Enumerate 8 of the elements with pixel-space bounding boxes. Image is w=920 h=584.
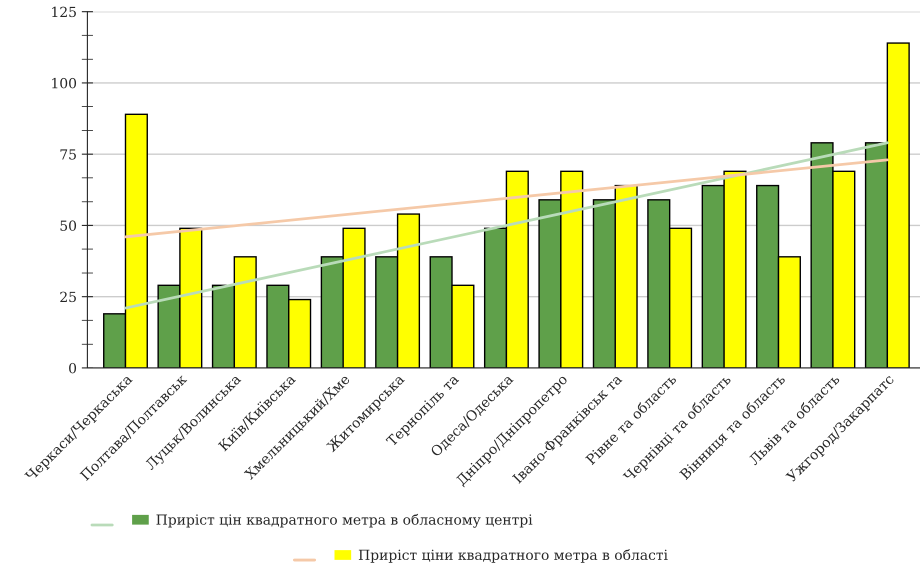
legend-label: Приріст ціни квадратного метра в області xyxy=(358,549,668,563)
y-tick-label: 125 xyxy=(52,6,76,18)
y-tick-label: 50 xyxy=(60,220,76,231)
y-tick-label: 75 xyxy=(60,149,76,160)
y-tick-label: 25 xyxy=(60,292,76,302)
y-tick-label: 100 xyxy=(52,78,76,88)
y-tick-label: 0 xyxy=(69,362,76,374)
legend-label: Приріст цін квадратного метра в обласному центрі xyxy=(156,514,532,528)
